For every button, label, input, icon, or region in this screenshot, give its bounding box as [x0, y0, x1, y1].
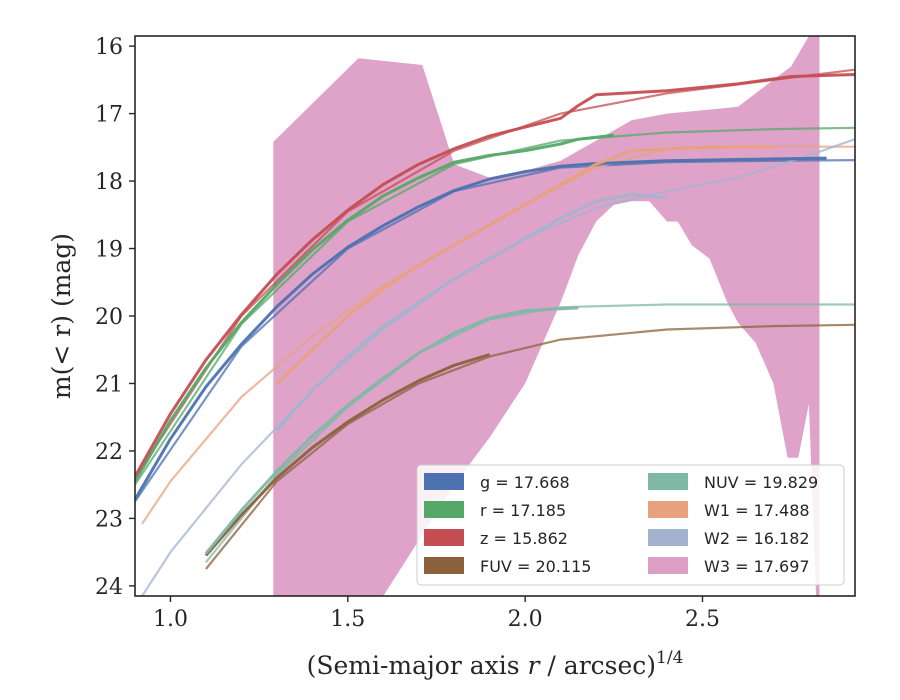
legend-swatch-r — [424, 501, 464, 518]
y-tick-label: 18 — [95, 170, 123, 195]
legend-entry-z: z = 15.862 — [480, 529, 568, 548]
x-axis-label-main: (Semi-major axis — [307, 651, 528, 680]
legend-box — [416, 464, 845, 586]
legend-swatch-W1 — [648, 501, 688, 518]
y-tick-label: 16 — [95, 35, 123, 60]
legend-entry-W2: W2 = 16.182 — [704, 529, 810, 548]
x-axis-label-sup: 1/4 — [656, 648, 683, 668]
x-axis-ticks: 1.0 1.5 2.0 2.5 — [153, 596, 720, 632]
x-axis-label-var: r — [528, 651, 542, 680]
y-tick-label: 21 — [95, 372, 123, 397]
y-tick-label: 24 — [95, 575, 123, 600]
x-axis-label-tail: / arcsec) — [539, 651, 656, 680]
model-curve-g — [135, 159, 855, 503]
observed-profile-r — [135, 133, 614, 483]
legend-swatch-z — [424, 529, 464, 546]
x-tick-label: 2.0 — [508, 607, 543, 632]
legend-entry-NUV: NUV = 19.829 — [704, 473, 818, 492]
legend-entry-W1: W1 = 17.488 — [704, 501, 810, 520]
observed-profile-g — [135, 156, 827, 501]
legend-entry-FUV: FUV = 20.115 — [480, 557, 591, 576]
legend-entry-g: g = 17.668 — [480, 473, 570, 492]
series-lines-layer — [135, 68, 855, 596]
legend-entry-W3: W3 = 17.697 — [704, 557, 810, 576]
y-tick-label: 19 — [95, 238, 123, 263]
observed-profile-NUV — [204, 306, 579, 555]
model-curve-FUV — [205, 323, 855, 570]
legend-swatch-W2 — [648, 529, 688, 546]
y-tick-label: 20 — [95, 305, 123, 330]
legend-swatch-W3 — [648, 557, 688, 574]
x-tick-label: 1.0 — [153, 607, 188, 632]
observed-profile-W2 — [275, 193, 668, 432]
legend: g = 17.668 r = 17.185 z = 15.862 FUV = 20.1… — [416, 464, 845, 586]
y-axis-label: m(< r) (mag) — [47, 233, 76, 399]
observed-profile-z — [135, 73, 855, 478]
y-tick-label: 17 — [95, 103, 123, 128]
legend-swatch-g — [424, 473, 464, 490]
observed-profile-FUV — [204, 353, 491, 557]
x-tick-label: 2.5 — [685, 607, 720, 632]
legend-swatch-FUV — [424, 557, 464, 574]
y-axis-ticks: 16 17 18 19 20 21 22 23 24 — [95, 35, 135, 600]
legend-swatch-NUV — [648, 473, 688, 490]
legend-entry-r: r = 17.185 — [480, 501, 566, 520]
y-tick-label: 23 — [95, 507, 123, 532]
x-axis-label: (Semi-major axis r / arcsec)1/4 — [307, 648, 684, 680]
x-tick-label: 1.5 — [330, 607, 365, 632]
y-tick-label: 22 — [95, 440, 123, 465]
observed-profile-W1 — [275, 145, 774, 385]
